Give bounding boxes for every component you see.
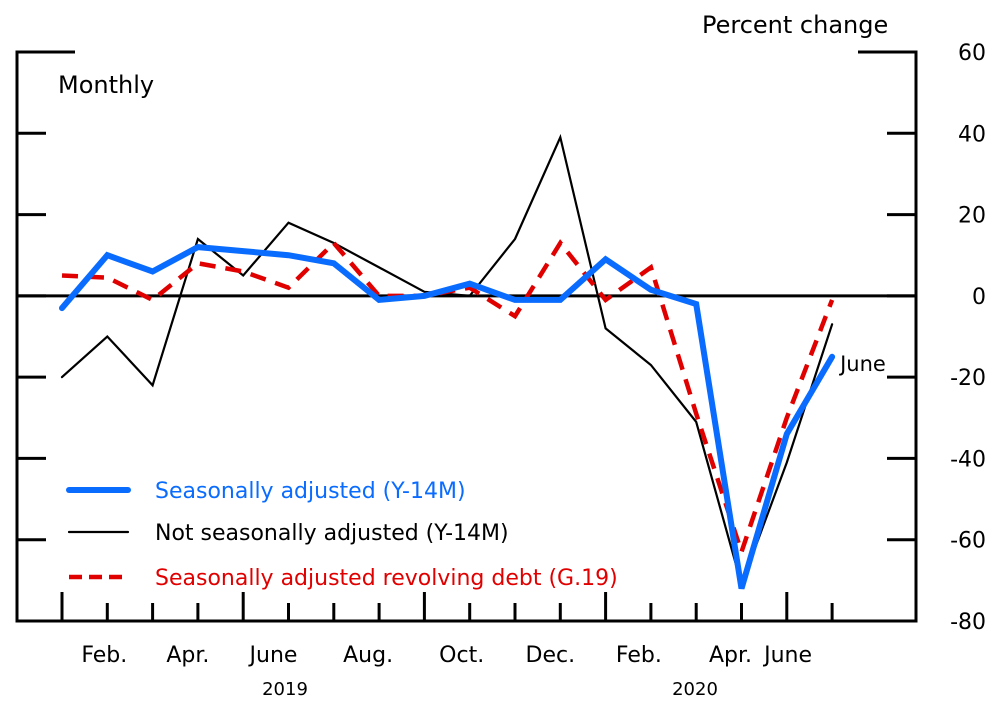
series-end-annotation: June <box>838 352 886 376</box>
legend: Seasonally adjusted (Y-14M) Not seasonall… <box>66 479 618 591</box>
year-label: 2020 <box>672 679 718 700</box>
x-axis: Feb. Apr. June Aug. Oct. Dec. Feb. Apr. June 2019… <box>60 592 834 700</box>
series-group: June <box>59 133 886 590</box>
x-tick-label: Feb. <box>616 643 662 668</box>
legend-label: Seasonally adjusted revolving debt (G.19… <box>155 566 618 591</box>
x-tick-label: June <box>762 643 812 668</box>
y-tick-label: 0 <box>972 285 986 310</box>
x-tick-label: Oct. <box>439 643 484 668</box>
y-axis-label: Percent change <box>702 11 888 39</box>
x-tick-label: Apr. <box>709 643 752 668</box>
y-tick-label: 20 <box>958 204 986 229</box>
y-tick-label: -60 <box>950 529 986 554</box>
y-tick-label: -40 <box>950 447 986 472</box>
year-label: 2019 <box>262 679 308 700</box>
chart-subtitle: Monthly <box>58 71 154 99</box>
legend-label: Seasonally adjusted (Y-14M) <box>155 479 466 504</box>
x-tick-label: Apr. <box>166 643 209 668</box>
x-tick-label: Feb. <box>81 643 127 668</box>
x-tick-label: June <box>248 643 298 668</box>
legend-label: Not seasonally adjusted (Y-14M) <box>155 521 509 546</box>
y-tick-label: -80 <box>950 610 986 635</box>
x-tick-label: Aug. <box>343 643 393 668</box>
y-tick-label: 40 <box>958 122 986 147</box>
y-tick-label: 60 <box>958 41 986 66</box>
series-line-not-seasonally-adjusted-y14m <box>60 133 834 588</box>
x-tick-label: Dec. <box>526 643 576 668</box>
plot-frame <box>15 50 918 623</box>
series-line-seasonally-adjusted-y14m <box>59 244 836 590</box>
y-axis: 60 40 20 0 -20 -40 -60 -80 <box>17 41 986 635</box>
y-tick-label: -20 <box>950 366 986 391</box>
